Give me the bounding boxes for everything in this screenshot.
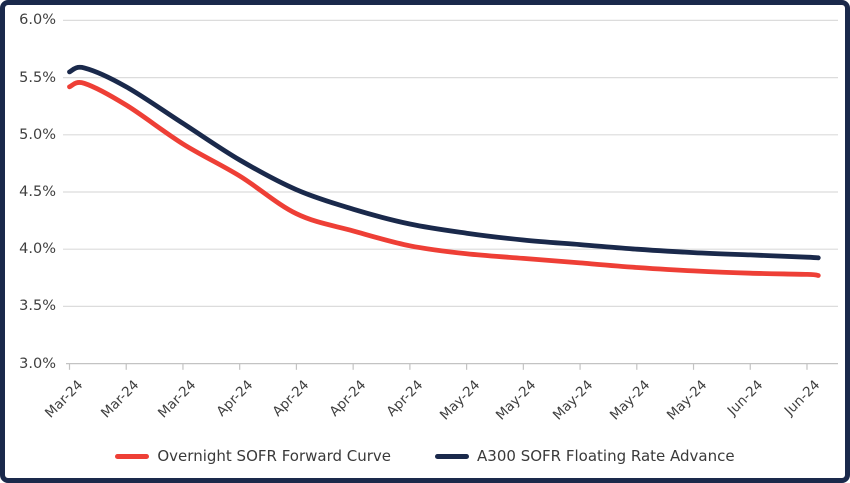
legend-swatch-a300-sofr-floating-rate-advance <box>435 453 470 459</box>
y-axis-tick-label: 5.5% <box>19 69 56 86</box>
legend-swatch-overnight-sofr-forward-curve <box>115 453 150 459</box>
y-axis-tick-label: 4.0% <box>19 241 56 258</box>
y-axis-tick-label: 3.5% <box>19 298 56 315</box>
series-line-a300-sofr-floating-rate-advance <box>67 64 821 261</box>
legend-item-a300-sofr-floating-rate-advance: A300 SOFR Floating Rate Advance <box>435 447 735 465</box>
legend-item-overnight-sofr-forward-curve: Overnight SOFR Forward Curve <box>115 447 391 465</box>
y-axis-tick-label: 3.0% <box>19 355 56 372</box>
legend: Overnight SOFR Forward Curve A300 SOFR Fl… <box>5 444 845 468</box>
legend-label: A300 SOFR Floating Rate Advance <box>477 447 735 465</box>
y-axis-tick-label: 6.0% <box>19 12 56 29</box>
series-line-overnight-sofr-forward-curve <box>67 80 821 278</box>
y-axis-tick-label: 5.0% <box>19 126 56 143</box>
y-axis-tick-label: 4.5% <box>19 184 56 200</box>
legend-label: Overnight SOFR Forward Curve <box>157 447 392 465</box>
